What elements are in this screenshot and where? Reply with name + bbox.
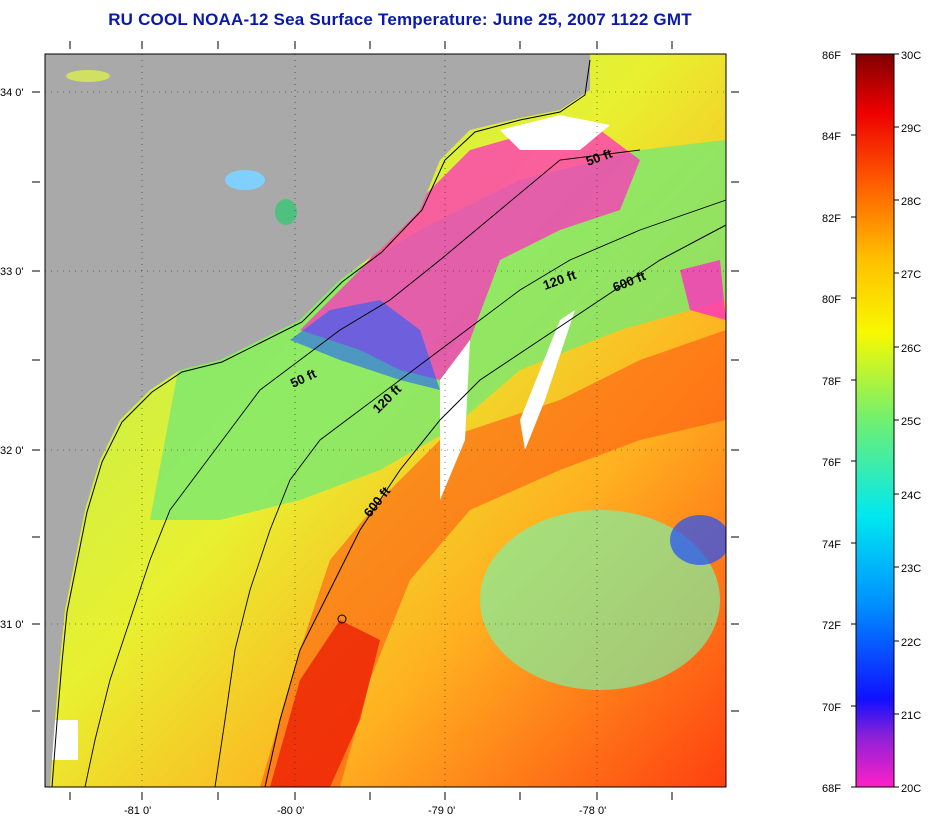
map-title: RU COOL NOAA-12 Sea Surface Temperature:…	[108, 10, 692, 29]
colorbar-gradient	[855, 53, 895, 788]
coastline	[51, 59, 591, 787]
cb-c-24: 24C	[901, 490, 921, 502]
cold-patch-east	[680, 260, 726, 320]
cb-c-29: 29C	[901, 123, 921, 135]
contour-50ft-south	[84, 149, 641, 787]
cb-c-28: 28C	[901, 196, 921, 208]
map-frame	[44, 53, 727, 788]
cb-c-22: 22C	[901, 637, 921, 649]
lat-label-33: 33 0'	[0, 266, 24, 278]
lon-label-80: -80 0'	[277, 805, 304, 817]
land-mass	[45, 54, 590, 787]
station-marker	[337, 614, 347, 624]
cb-f-82: 82F	[822, 213, 841, 225]
inland-lake-1	[225, 170, 265, 190]
lon-label-78: -78 0'	[579, 805, 606, 817]
lon-label-79: -79 0'	[428, 805, 455, 817]
cb-c-21: 21C	[901, 710, 921, 722]
cloud-patch-ne	[500, 115, 610, 150]
graticule	[45, 54, 726, 787]
cb-c-27: 27C	[901, 269, 921, 281]
lon-label-81: -81 0'	[124, 805, 151, 817]
cb-f-78: 78F	[822, 376, 841, 388]
axis-ticks	[32, 41, 739, 800]
inland-lake-2	[275, 199, 297, 225]
cb-c-23: 23C	[901, 563, 921, 575]
lat-label-31: 31 0'	[0, 619, 24, 631]
cb-f-80: 80F	[822, 294, 841, 306]
cb-c-25: 25C	[901, 416, 921, 428]
contour-120ft	[214, 199, 726, 787]
cb-f-84: 84F	[822, 131, 841, 143]
cb-f-74: 74F	[822, 539, 841, 551]
lat-label-32: 32 0'	[0, 445, 24, 457]
contour-600ft	[264, 224, 726, 787]
upwelling-blue-fringe	[290, 300, 440, 390]
offshore-cool-eddy	[480, 510, 720, 690]
colorbar: 86F 84F 82F 80F 78F 76F 74F 72F 70F 68F …	[822, 50, 921, 795]
cb-c-20: 20C	[901, 783, 921, 795]
gulf-stream-warm-core	[260, 330, 726, 787]
cloud-strip-2	[520, 310, 575, 450]
cb-f-86: 86F	[822, 50, 841, 62]
cloud-strip-1	[440, 340, 470, 500]
lat-label-34: 34 0'	[0, 87, 24, 99]
cb-f-68: 68F	[822, 783, 841, 795]
cb-f-76: 76F	[822, 457, 841, 469]
cb-f-72: 72F	[822, 620, 841, 632]
cb-c-30: 30C	[901, 50, 921, 62]
offshore-blue-patch	[670, 515, 726, 565]
cb-f-70: 70F	[822, 702, 841, 714]
inland-lake-3	[66, 70, 110, 82]
gulf-stream-hot-spot	[270, 620, 380, 787]
cb-c-26: 26C	[901, 343, 921, 355]
map-panel: 50 ft 120 ft 600 ft 50 ft 120 ft 600 ft	[45, 54, 726, 787]
